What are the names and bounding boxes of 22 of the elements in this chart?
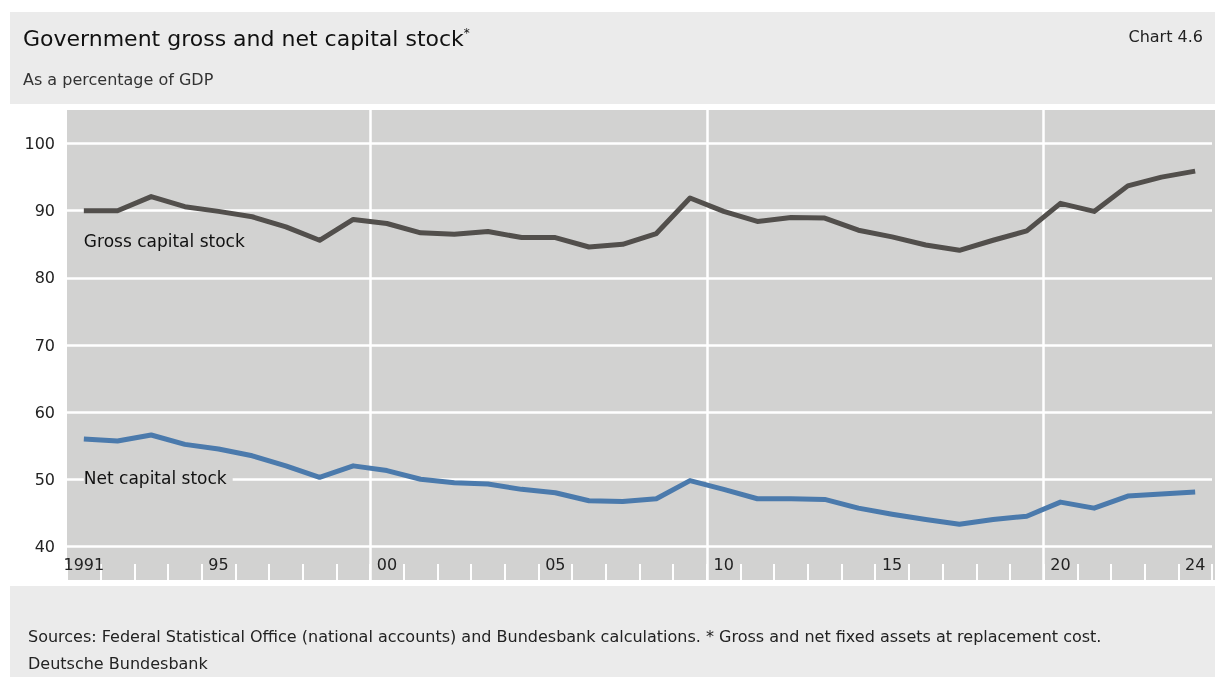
- y-tick-label: 40: [34, 536, 55, 556]
- y-tick-label: 90: [34, 201, 55, 221]
- caption: Chart 4.6: [1128, 26, 1203, 46]
- x-tick-label: 95: [208, 554, 229, 574]
- y-tick-label: 80: [34, 268, 55, 288]
- y-tick-label: 50: [34, 469, 55, 489]
- x-tick-label: 10: [713, 554, 734, 574]
- x-tick-label: 00: [376, 554, 398, 574]
- chart-title: Government gross and net capital stock*: [23, 25, 470, 51]
- x-tick-label: 20: [1050, 554, 1071, 574]
- chart-subtitle: As a percentage of GDP: [23, 69, 214, 89]
- series-label: Gross capital stock: [83, 231, 245, 252]
- series-label: Net capital stock: [83, 467, 227, 488]
- x-tick-label: 15: [881, 554, 903, 574]
- x-tick-label: 24: [1184, 554, 1206, 574]
- x-tick-label: 1991: [63, 554, 105, 574]
- y-tick-label: 60: [34, 402, 55, 422]
- y-tick-label: 100: [24, 134, 55, 154]
- x-tick-label: 05: [545, 554, 566, 574]
- y-tick-label: 70: [34, 335, 55, 355]
- source-note: Sources: Federal Statistical Office (national accounts) and Bundesbank calculations. * Gross and net fixed assets at replacement cost.: [28, 626, 1102, 646]
- text: Deutsche Bundesbank: [28, 653, 209, 673]
